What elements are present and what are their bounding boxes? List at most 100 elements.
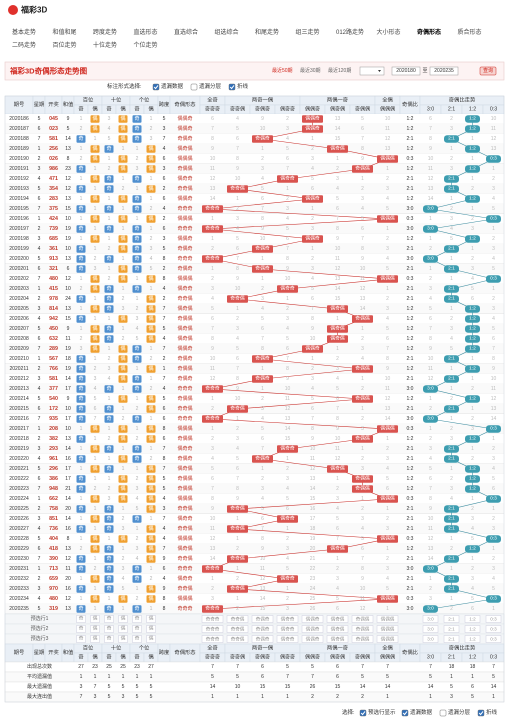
position-hit <box>90 445 100 453</box>
nav-tab[interactable]: 十位走势 <box>93 41 117 49</box>
checkbox[interactable] <box>359 709 367 717</box>
period-select[interactable] <box>359 66 385 76</box>
preselect-cell[interactable] <box>90 635 100 643</box>
preselect-cell[interactable] <box>226 615 249 623</box>
preselect-cell[interactable] <box>464 625 481 633</box>
omission: 10 <box>210 156 216 162</box>
preselect-cell[interactable] <box>132 615 142 623</box>
preselect-cell[interactable] <box>76 625 86 633</box>
nav-tab[interactable]: 组三走势 <box>296 28 320 36</box>
preselect-cell[interactable] <box>76 615 86 623</box>
preselect-cell[interactable] <box>90 625 100 633</box>
preselect-cell[interactable] <box>443 615 460 623</box>
preselect-cell[interactable] <box>104 635 114 643</box>
preselect-cell[interactable] <box>226 625 249 633</box>
preselect-cell[interactable] <box>376 625 399 633</box>
preselect-cell[interactable] <box>118 635 128 643</box>
preselect-cell[interactable] <box>464 615 481 623</box>
preselect-cell-label: 奇 <box>79 625 84 632</box>
nav-tab[interactable]: 组选综合 <box>215 28 239 36</box>
nav-tab[interactable]: 奇偶形态 <box>417 28 441 36</box>
from-input[interactable] <box>391 66 421 76</box>
preselect-cell[interactable] <box>422 615 439 623</box>
preselect-cell[interactable] <box>226 635 249 643</box>
draw-number: 986 <box>49 166 58 172</box>
ratio-hit-label: 0:3 <box>490 426 497 432</box>
checkbox[interactable] <box>228 83 236 91</box>
nav-tab[interactable]: 直选综合 <box>174 28 198 36</box>
preselect-cell[interactable] <box>251 635 274 643</box>
preselect-cell[interactable] <box>104 625 114 633</box>
preselect-cell[interactable] <box>485 625 502 633</box>
preselect-cell-label: 2:1 <box>448 627 455 632</box>
preselect-cell[interactable] <box>301 635 324 643</box>
preselect-cell[interactable] <box>276 625 299 633</box>
nav-tab[interactable]: 直选形态 <box>134 28 158 36</box>
preselect-cell[interactable] <box>251 615 274 623</box>
nav-tab[interactable]: 基本走势 <box>12 28 36 36</box>
nav-tab[interactable]: 二码走势 <box>12 41 36 49</box>
nav-tab[interactable]: 和尾走势 <box>255 28 279 36</box>
title-bar <box>4 61 505 81</box>
preselect-cell[interactable] <box>326 625 349 633</box>
preselect-cell[interactable] <box>376 615 399 623</box>
checkbox[interactable] <box>401 709 409 717</box>
preselect-cell[interactable] <box>422 635 439 643</box>
checkbox[interactable] <box>152 83 160 91</box>
preselect-cell[interactable] <box>132 635 142 643</box>
preselect-cell[interactable] <box>146 635 156 643</box>
preselect-cell[interactable] <box>301 625 324 633</box>
preselect-cell[interactable] <box>276 615 299 623</box>
recent-link[interactable]: 最近50期 <box>272 67 293 74</box>
nav-tab[interactable]: 个位走势 <box>134 41 158 49</box>
to-input[interactable] <box>429 66 459 76</box>
preselect-cell[interactable] <box>422 625 439 633</box>
recent-link[interactable]: 最近30期 <box>300 67 321 74</box>
preselect-cell[interactable] <box>276 635 299 643</box>
position-hit <box>76 365 86 373</box>
recent-link[interactable]: 最近120期 <box>328 67 351 74</box>
preselect-cell[interactable] <box>132 625 142 633</box>
position-hit-label: 奇 <box>134 265 139 272</box>
preselect-cell[interactable] <box>443 635 460 643</box>
preselect-cell[interactable] <box>351 615 374 623</box>
preselect-cell[interactable] <box>146 615 156 623</box>
checkbox[interactable] <box>477 709 485 717</box>
stats-value: 1 <box>94 674 97 680</box>
nav-tab[interactable]: 百位走势 <box>53 41 77 49</box>
omission: 1 <box>108 316 111 322</box>
omission: 7 <box>361 236 364 242</box>
checkbox[interactable] <box>190 83 198 91</box>
draw-number: 361 <box>49 246 58 252</box>
preselect-cell[interactable] <box>326 635 349 643</box>
preselect-cell[interactable] <box>251 625 274 633</box>
preselect-cell[interactable] <box>485 635 502 643</box>
preselect-cell[interactable] <box>351 635 374 643</box>
preselect-cell[interactable] <box>201 635 224 643</box>
stats-value: 3 <box>450 694 453 700</box>
omission: 3 <box>236 326 239 332</box>
preselect-cell[interactable] <box>443 625 460 633</box>
preselect-cell[interactable] <box>118 615 128 623</box>
preselect-cell[interactable] <box>376 635 399 643</box>
nav-tab[interactable]: 质合形态 <box>458 28 482 36</box>
preselect-cell[interactable] <box>118 625 128 633</box>
preselect-cell[interactable] <box>485 615 502 623</box>
omission: 9 <box>211 506 214 512</box>
preselect-cell[interactable] <box>201 625 224 633</box>
preselect-cell[interactable] <box>464 635 481 643</box>
query-button[interactable] <box>479 66 497 76</box>
preselect-cell[interactable] <box>146 625 156 633</box>
checkbox[interactable] <box>439 709 447 717</box>
nav-tab[interactable]: 012路走势 <box>336 28 364 36</box>
preselect-cell[interactable] <box>76 635 86 643</box>
preselect-cell[interactable] <box>90 615 100 623</box>
preselect-cell[interactable] <box>326 615 349 623</box>
preselect-cell[interactable] <box>201 615 224 623</box>
preselect-cell[interactable] <box>104 615 114 623</box>
nav-tab[interactable]: 大小形态 <box>377 28 401 36</box>
preselect-cell[interactable] <box>301 615 324 623</box>
nav-tab[interactable]: 和值和尾 <box>53 28 77 36</box>
nav-tab[interactable]: 跨度走势 <box>93 28 117 36</box>
preselect-cell[interactable] <box>351 625 374 633</box>
